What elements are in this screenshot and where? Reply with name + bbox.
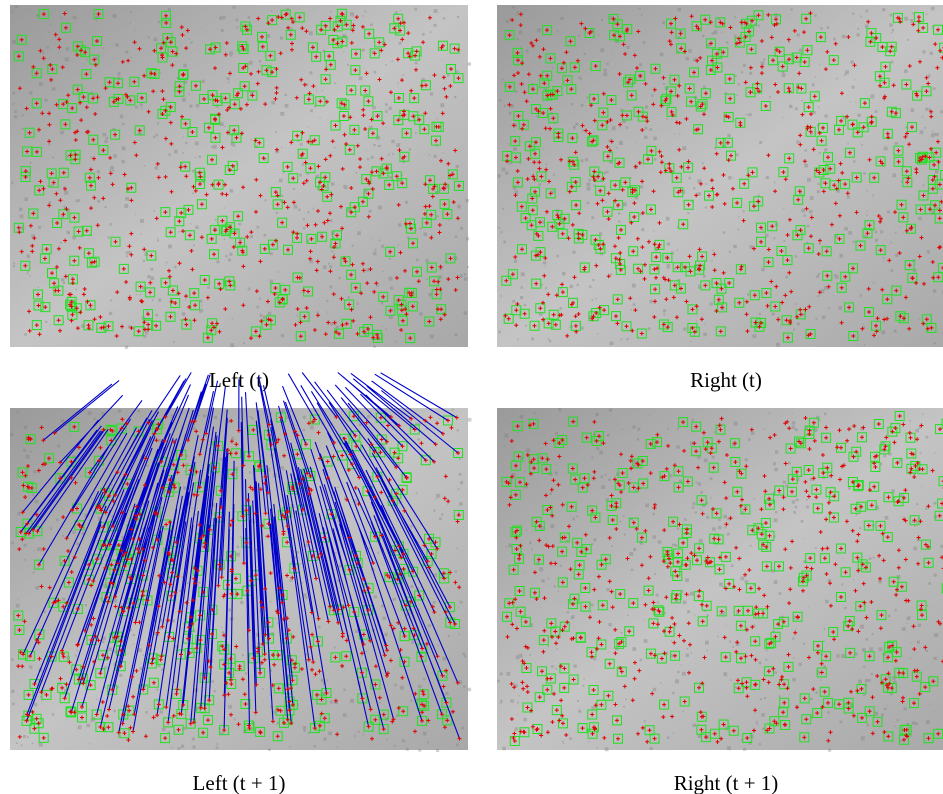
panel-caption: Right (t) <box>690 368 762 392</box>
image-panel <box>10 372 471 752</box>
panel-caption: Right (t + 1) <box>674 771 779 794</box>
image-panel <box>497 5 943 347</box>
panel-caption: Left (t + 1) <box>193 771 286 794</box>
photo-background <box>497 408 943 750</box>
image-panel <box>497 408 943 752</box>
figure: Left (t)Right (t)Left (t + 1)Right (t + … <box>0 0 943 794</box>
figure-page: Left (t)Right (t)Left (t + 1)Right (t + … <box>0 0 943 794</box>
image-panel <box>10 5 471 349</box>
